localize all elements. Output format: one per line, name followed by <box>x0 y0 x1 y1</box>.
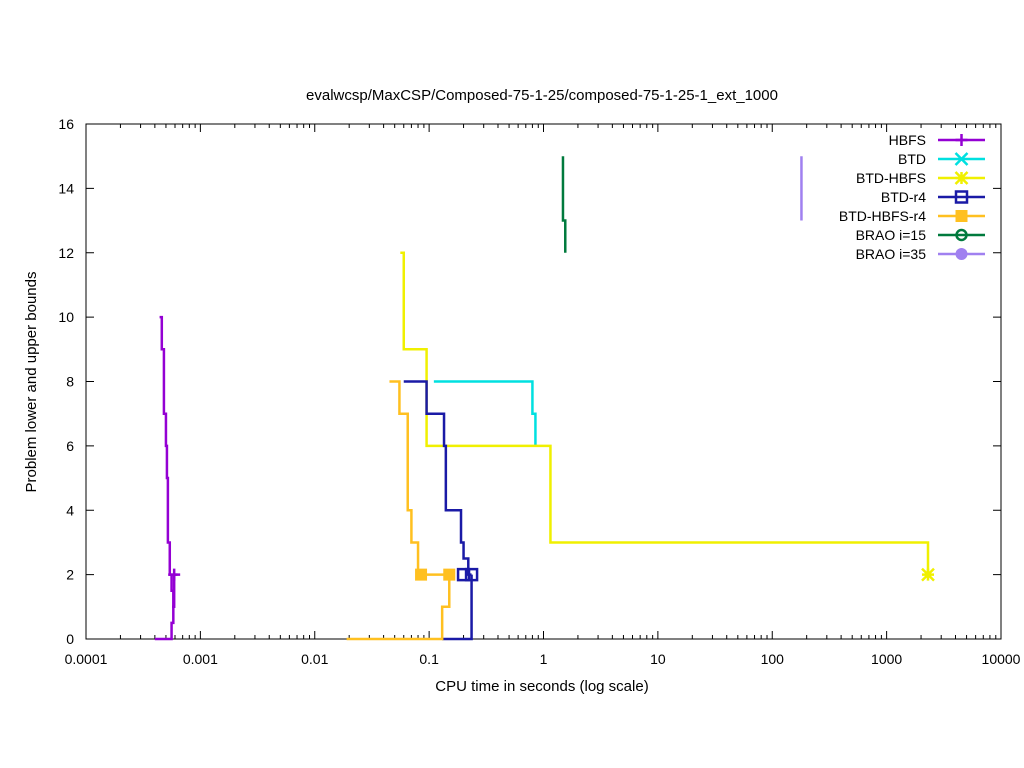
series-point <box>168 568 181 581</box>
series-btd-r4 <box>403 380 479 641</box>
legend-label: BRAO i=15 <box>856 227 927 243</box>
x-tick-label: 0.001 <box>183 651 218 667</box>
series-brao-i-15 <box>561 156 567 253</box>
legend-marker <box>954 190 969 204</box>
series-line-upper <box>400 251 930 575</box>
x-tick-label: 0.0001 <box>65 651 108 667</box>
y-tick-label: 8 <box>66 374 74 390</box>
y-tick-label: 10 <box>58 309 74 325</box>
series-btd-hbfs-r4 <box>346 380 456 641</box>
chart-title: evalwcsp/MaxCSP/Composed-75-1-25/compose… <box>306 87 778 104</box>
series-line-upper <box>403 380 472 576</box>
x-tick-label: 0.01 <box>301 651 328 667</box>
series-line-upper <box>433 380 537 446</box>
legend-label: HBFS <box>889 132 926 148</box>
series-line-lower <box>346 574 451 641</box>
legend-item-btd-hbfs: BTD-HBFS <box>856 170 985 186</box>
legend-marker <box>955 228 968 242</box>
legend-label: BRAO i=35 <box>856 246 927 262</box>
legend-label: BTD-r4 <box>881 189 926 205</box>
series-hbfs <box>154 315 181 641</box>
y-tick-label: 12 <box>58 245 74 261</box>
series-point <box>415 568 428 581</box>
series-btd <box>433 380 537 446</box>
y-tick-label: 16 <box>58 116 74 132</box>
series-line-lower <box>154 605 175 641</box>
legend-item-btd-r4: BTD-r4 <box>881 189 985 205</box>
legend-item-brao-i-35: BRAO i=35 <box>856 246 985 262</box>
y-tick-label: 6 <box>66 438 74 454</box>
x-axis: 0.0001 0.001 0.01 0.1 1 10 100 1000 10000 <box>65 124 1021 667</box>
legend-marker <box>955 248 968 260</box>
legend-marker <box>954 152 969 166</box>
series-line-upper <box>389 380 450 576</box>
x-tick-label: 100 <box>761 651 785 667</box>
series-point <box>464 567 479 582</box>
series-point <box>443 568 456 581</box>
y-axis-label: Problem lower and upper bounds <box>23 272 40 493</box>
legend-item-hbfs: HBFS <box>889 132 985 148</box>
legend-label: BTD <box>898 151 926 167</box>
y-tick-label: 14 <box>58 180 74 196</box>
x-tick-label: 1000 <box>871 651 902 667</box>
legend-label: BTD-HBFS <box>856 170 926 186</box>
series-point <box>921 567 935 582</box>
x-tick-label: 10 <box>650 651 666 667</box>
legend-item-btd-hbfs-r4: BTD-HBFS-r4 <box>839 208 985 224</box>
series-line-lower <box>442 574 473 641</box>
x-tick-label: 10000 <box>982 651 1021 667</box>
x-tick-label: 1 <box>540 651 548 667</box>
legend-label: BTD-HBFS-r4 <box>839 208 926 224</box>
series-layer <box>154 156 935 641</box>
legend-item-btd: BTD <box>898 151 985 167</box>
y-tick-label: 0 <box>66 631 74 647</box>
legend-marker <box>955 210 968 222</box>
series-line-upper <box>159 315 178 609</box>
x-axis-label: CPU time in seconds (log scale) <box>435 678 648 695</box>
x-tick-label: 0.1 <box>419 651 439 667</box>
legend: HBFS BTD BTD-HBFS BTD-r4 BTD-HBFS-r4 BRAO i=1… <box>839 132 985 262</box>
series-btd-hbfs <box>400 251 935 582</box>
legend-item-brao-i-15: BRAO i=15 <box>856 227 985 243</box>
y-tick-label: 2 <box>66 567 74 583</box>
y-axis: 0 2 4 6 8 10 12 14 16 <box>58 116 1001 647</box>
series-point <box>456 567 471 582</box>
series-line-upper <box>561 156 567 253</box>
legend-marker <box>954 171 969 185</box>
legend-marker <box>955 134 968 146</box>
y-tick-label: 4 <box>66 502 74 518</box>
